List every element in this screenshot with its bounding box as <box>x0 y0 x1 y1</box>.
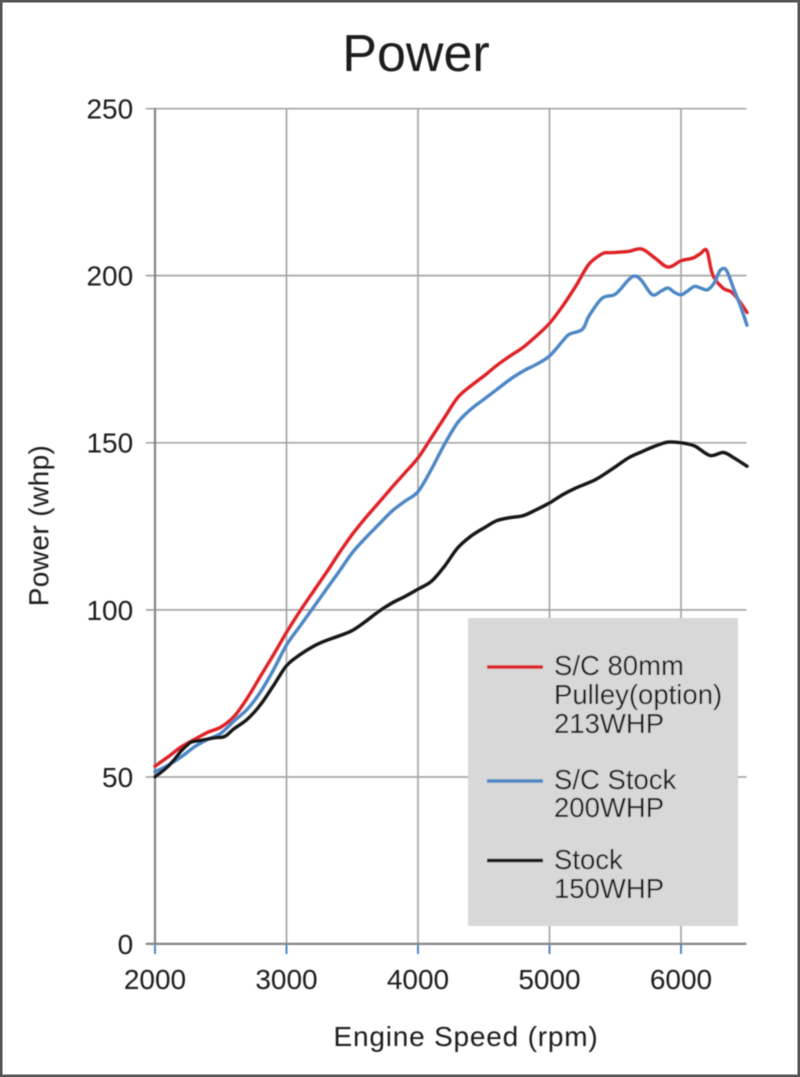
svg-text:50: 50 <box>102 762 133 793</box>
svg-text:S/C 80mm: S/C 80mm <box>554 650 684 681</box>
svg-text:6000: 6000 <box>650 964 712 995</box>
svg-text:250: 250 <box>86 94 133 125</box>
svg-text:2000: 2000 <box>124 964 186 995</box>
svg-text:4000: 4000 <box>387 964 449 995</box>
svg-text:Pulley(option): Pulley(option) <box>554 679 722 710</box>
svg-text:200WHP: 200WHP <box>554 792 664 823</box>
svg-text:Engine Speed (rpm): Engine Speed (rpm) <box>334 1021 599 1052</box>
svg-text:Power (whp): Power (whp) <box>23 445 54 607</box>
svg-text:S/C Stock: S/C Stock <box>554 764 677 795</box>
svg-text:3000: 3000 <box>255 964 317 995</box>
svg-text:100: 100 <box>86 595 133 626</box>
svg-text:5000: 5000 <box>518 964 580 995</box>
svg-text:213WHP: 213WHP <box>554 708 664 739</box>
svg-text:150WHP: 150WHP <box>554 873 664 904</box>
svg-text:200: 200 <box>86 261 133 292</box>
svg-text:0: 0 <box>118 929 134 960</box>
svg-text:Stock: Stock <box>554 844 623 875</box>
svg-text:150: 150 <box>86 428 133 459</box>
svg-text:Power: Power <box>342 25 489 83</box>
